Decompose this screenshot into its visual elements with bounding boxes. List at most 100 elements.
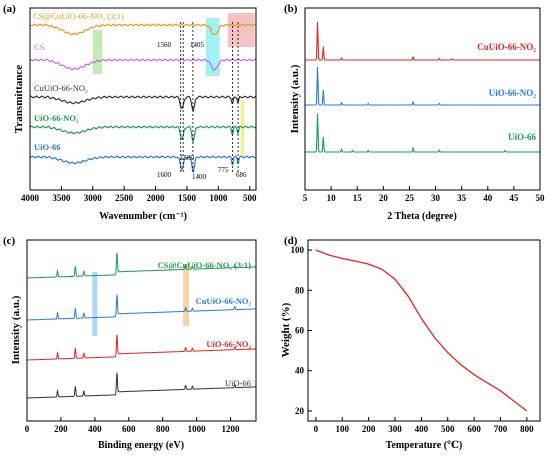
panel-c-label: (c) (3, 235, 16, 247)
a-x-tick-label-4000: 4000 (21, 193, 40, 203)
panel-c-y-axis-label: Intensity (a.u.) (10, 295, 22, 364)
annotation-775: 775 (218, 166, 229, 174)
highlight-band-c-1 (183, 264, 189, 326)
panel-b-x-ticks: 5 10 15 20 25 30 35 40 45 50 (303, 186, 545, 203)
panel-a-peak-markers (180, 22, 239, 172)
d-x-tick-label-500: 500 (441, 424, 455, 434)
c-x-tick-label-800: 800 (156, 424, 170, 434)
series-label-uio: UiO-66 (34, 142, 60, 152)
series-label-uio-no2: UiO-66-NO₂ (34, 113, 79, 123)
ftir-line-1 (29, 58, 257, 71)
d-x-tick-label-0: 0 (314, 424, 319, 434)
d-y-tick-label-80: 80 (295, 285, 305, 295)
panel-b: (b) 5 10 15 20 25 30 35 40 45 50 2 Theta (degree)… (284, 3, 545, 222)
b-x-tick-label-40: 40 (483, 193, 493, 203)
panel-a-highlight-bands (92, 13, 255, 158)
b-x-tick-label-25: 25 (405, 193, 415, 203)
panel-a: (a) 4000 3500 3000 2500 2000 1500 1000 500 Wave… (3, 3, 257, 222)
c-x-tick-label-0: 0 (25, 424, 30, 434)
d-y-tick-label-60: 60 (295, 326, 305, 336)
panel-b-series-lines (305, 21, 540, 153)
panel-b-label: (b) (284, 3, 298, 15)
xrd-line-0 (305, 21, 540, 61)
xrd-line-2 (305, 113, 540, 153)
ftir-line-3 (29, 125, 257, 143)
a-x-tick-label-2500: 2500 (115, 193, 134, 203)
panel-d-x-axis-label: Temperature (℃) (386, 440, 463, 451)
b-x-tick-label-30: 30 (431, 193, 441, 203)
annotation-1405: 1405 (190, 41, 205, 49)
d-x-tick-label-300: 300 (388, 424, 402, 434)
d-x-tick-label-400: 400 (415, 424, 429, 434)
highlight-band-a-2 (227, 13, 255, 47)
series-label-c-cuuio: CuUiO-66-NO₂ (196, 296, 252, 306)
b-x-tick-label-10: 10 (327, 193, 337, 203)
b-x-tick-label-15: 15 (353, 193, 363, 203)
annotation-1400: 1400 (192, 173, 207, 181)
panel-d-axis-ticks: 0 100 200 300 400 500 600 700 800 20 40 60 80 100 (291, 245, 535, 434)
panel-c-series-lines (27, 252, 256, 399)
series-label-b-uio-no2: UiO-66-NO₂ (489, 88, 536, 98)
d-x-tick-label-800: 800 (520, 424, 534, 434)
c-x-tick-label-400: 400 (88, 424, 102, 434)
d-x-tick-label-100: 100 (336, 424, 350, 434)
a-x-tick-label-500: 500 (243, 193, 257, 203)
d-y-tick-label-40: 40 (295, 366, 305, 376)
panel-a-label: (a) (3, 3, 16, 15)
ftir-line-2 (29, 95, 257, 112)
series-label-c-cs-cuuio: CS@CuUiO-66-NO₂ (3:1) (158, 260, 251, 270)
d-y-tick-label-100: 100 (291, 245, 305, 255)
c-x-tick-label-1200: 1200 (222, 424, 241, 434)
c-x-tick-label-200: 200 (54, 424, 68, 434)
b-x-tick-label-45: 45 (509, 193, 519, 203)
xps-line-3 (27, 372, 256, 399)
panel-a-series-lines (29, 23, 257, 174)
d-x-tick-label-700: 700 (494, 424, 508, 434)
b-x-tick-label-35: 35 (457, 193, 467, 203)
panel-d-y-axis-label: Weight (%) (280, 302, 292, 357)
highlight-band-a-3 (240, 100, 245, 158)
ftir-line-4 (29, 155, 257, 174)
annotation-686: 686 (236, 171, 247, 179)
panel-c: (c) 0 200 400 600 800 1000 1200 Binding energy… (3, 235, 257, 451)
highlight-band-a-0 (92, 30, 103, 74)
panel-b-y-axis-label: Intensity (a.u.) (289, 64, 301, 133)
series-label-cuuio: CuUiO-66-NO₂ (34, 83, 88, 93)
panel-a-frame (29, 7, 257, 191)
xrd-line-1 (305, 66, 540, 106)
panel-b-x-axis-label: 2 Theta (degree) (387, 211, 457, 222)
annotation-1580: 1580 (180, 154, 195, 162)
a-x-tick-label-1500: 1500 (178, 193, 197, 203)
a-x-tick-label-3500: 3500 (52, 193, 71, 203)
panel-d-series-lines (315, 249, 528, 412)
series-label-b-uio: UiO-66 (508, 132, 536, 142)
xps-line-0 (27, 252, 256, 279)
ftir-line-0 (29, 23, 257, 36)
highlight-band-c-0 (92, 272, 98, 336)
d-x-tick-label-200: 200 (362, 424, 376, 434)
d-y-tick-label-20: 20 (295, 406, 305, 416)
panel-a-x-axis-label: Wavenumber (cm⁻¹) (99, 211, 187, 222)
a-x-tick-label-3000: 3000 (84, 193, 103, 203)
annotation-1560: 1560 (157, 41, 172, 49)
d-x-tick-label-600: 600 (467, 424, 481, 434)
b-x-tick-label-20: 20 (379, 193, 389, 203)
panel-c-x-axis-label: Binding energy (eV) (98, 440, 184, 451)
series-label-cs: CS (34, 42, 45, 52)
tga-line (315, 249, 528, 412)
a-x-tick-label-1000: 1000 (209, 193, 228, 203)
panel-a-x-ticks: 4000 3500 3000 2500 2000 1500 1000 500 (21, 186, 257, 203)
annotation-1600: 1600 (157, 171, 172, 179)
panel-d-label: (d) (284, 235, 298, 247)
series-label-b-cuuio: CuUiO-66-NO₂ (477, 42, 536, 52)
panel-d: (d) 0 100 200 300 400 500 600 700 800 20 40 60 80 100… (280, 235, 541, 451)
panel-c-frame (26, 239, 257, 422)
xps-line-2 (27, 334, 256, 361)
panel-c-highlight-bands (92, 264, 189, 336)
series-label-c-uio: UiO-66 (225, 378, 251, 388)
series-label-c-uio-no2: UiO-66-NO₂ (206, 339, 251, 349)
a-x-tick-label-2000: 2000 (147, 193, 166, 203)
b-x-tick-label-5: 5 (303, 193, 308, 203)
c-x-tick-label-1000: 1000 (188, 424, 207, 434)
